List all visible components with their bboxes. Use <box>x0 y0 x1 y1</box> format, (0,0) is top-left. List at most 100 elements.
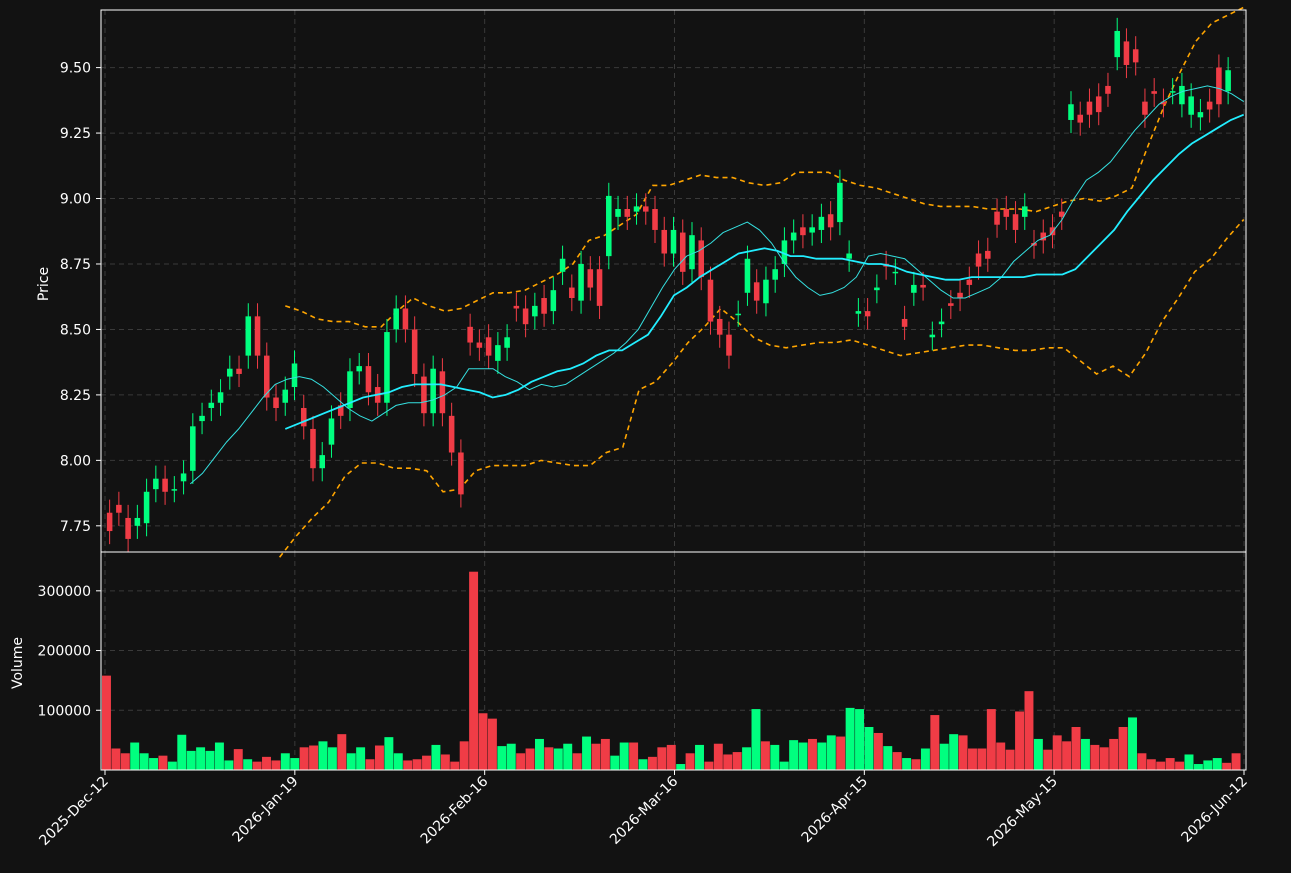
volume-bar <box>271 760 281 770</box>
volume-bar <box>892 752 902 770</box>
candle-body <box>227 368 233 377</box>
volume-bar <box>516 753 526 770</box>
price-tick-label: 9.50 <box>60 61 91 77</box>
candle-body <box>864 311 871 317</box>
candle-body <box>633 206 640 212</box>
candle-body <box>818 216 825 230</box>
candle-body <box>744 258 751 293</box>
candle-body <box>1206 101 1213 110</box>
candle-body <box>153 478 159 490</box>
candle-body <box>1160 101 1167 105</box>
candle-body <box>476 342 483 348</box>
candle-body <box>1151 91 1157 94</box>
volume-bar <box>723 754 733 770</box>
candle-body <box>291 363 298 388</box>
candle-body <box>1077 114 1084 123</box>
volume-bar <box>920 748 930 770</box>
volume-bar <box>1175 761 1185 770</box>
volume-bar <box>177 734 187 770</box>
volume-bar <box>996 742 1006 770</box>
volume-panel-frame <box>100 551 1247 771</box>
volume-bar <box>911 759 921 770</box>
volume-bar <box>309 745 319 770</box>
candle-body <box>1068 104 1074 120</box>
candle-body <box>1132 49 1139 63</box>
candle-body <box>411 329 418 374</box>
candle-body <box>347 371 353 408</box>
candle-body <box>328 418 335 445</box>
candle-body <box>781 240 788 264</box>
volume-bar <box>939 743 949 770</box>
fast-moving-average-line <box>189 85 1244 485</box>
candle-body <box>652 208 658 230</box>
volume-bar <box>356 747 366 770</box>
volume-bar <box>864 726 874 770</box>
candle-body <box>596 269 603 306</box>
volume-bar <box>412 759 422 770</box>
upper-band-line <box>285 6 1245 328</box>
volume-bar <box>553 748 563 770</box>
candle-body <box>171 489 178 491</box>
candle-body <box>846 253 852 259</box>
candle-body <box>1197 112 1204 118</box>
volume-bar <box>817 742 827 770</box>
candle-body <box>495 345 501 361</box>
candle-body <box>106 512 113 532</box>
candle-body <box>282 389 289 403</box>
volume-bar <box>610 755 620 770</box>
candle-body <box>735 313 741 316</box>
candle-body <box>485 337 492 356</box>
candle-body <box>892 271 899 274</box>
volume-bar <box>1128 717 1137 770</box>
volume-bar <box>506 743 516 770</box>
candle-body <box>929 334 936 338</box>
volume-bar <box>826 735 836 770</box>
volume-bar <box>1062 741 1072 770</box>
candle-body <box>448 415 455 453</box>
volume-bar <box>422 755 431 770</box>
volume-bar <box>685 753 695 770</box>
candle-body <box>763 279 769 304</box>
volume-bar <box>1071 726 1081 770</box>
volume-bar <box>262 756 271 770</box>
candle-body <box>467 326 473 343</box>
lower-band-line <box>278 218 1245 558</box>
candle-body <box>679 232 686 272</box>
candle-body <box>1142 101 1148 115</box>
candle-body <box>254 316 261 356</box>
candle-body <box>975 253 982 267</box>
volume-bar <box>1005 749 1015 770</box>
candle-body <box>217 392 224 403</box>
volume-bar <box>676 764 686 770</box>
price-axis: 7.75 8.00 8.25 8.50 8.75 9.00 9.25 9.50 <box>60 61 101 535</box>
volume-bar <box>986 709 996 770</box>
candle-body <box>190 426 196 471</box>
volume-bar <box>459 741 469 770</box>
candle-body <box>874 287 880 291</box>
volume-bar <box>1080 738 1090 770</box>
candle-body <box>458 452 464 495</box>
volume-tick-label: 300000 <box>38 584 91 600</box>
volume-bar <box>205 750 215 770</box>
volume-bar <box>111 748 121 770</box>
volume-bar <box>365 759 375 770</box>
moving-averages <box>189 85 1245 485</box>
volume-bar <box>139 753 149 770</box>
candle-body <box>901 318 908 327</box>
candle-body <box>726 334 732 356</box>
candle-body <box>1179 85 1185 105</box>
candle-body <box>938 321 945 325</box>
volume-bar <box>196 747 206 770</box>
volume-bar <box>252 761 262 770</box>
volume-bar <box>102 675 111 770</box>
candle-body <box>513 305 520 309</box>
volume-bar <box>149 758 159 770</box>
volume-bar <box>1118 726 1128 770</box>
candle-body <box>587 269 594 288</box>
volume-bar <box>742 747 752 770</box>
candle-body <box>1105 85 1111 94</box>
candle-body <box>957 292 963 299</box>
candle-body <box>134 517 141 526</box>
volume-bar <box>695 744 704 770</box>
